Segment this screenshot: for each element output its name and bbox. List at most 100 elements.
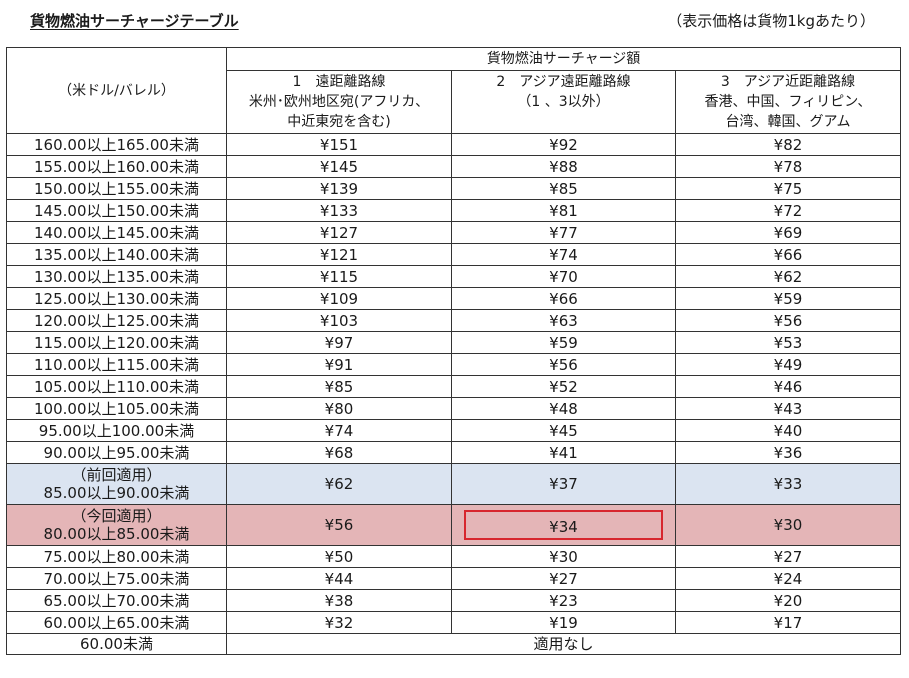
surcharge-cell-route-1: ¥50	[226, 545, 452, 568]
surcharge-cell-route-2: ¥27	[451, 567, 676, 590]
price-range-cell: 110.00以上115.00未満	[6, 353, 227, 376]
surcharge-table: （米ドル/バレル） 貨物燃油サーチャージ額 1 遠距離路線 米州･欧州地区宛(ア…	[6, 47, 901, 655]
table-row: 150.00以上155.00未満 ¥139 ¥85 ¥75	[6, 177, 901, 200]
price-range-text: 85.00以上90.00未満	[43, 484, 190, 502]
price-range-cell: 120.00以上125.00未満	[6, 309, 227, 332]
price-range-cell: （今回適用） 80.00以上85.00未満	[6, 504, 227, 546]
surcharge-cell-route-2: ¥19	[451, 611, 676, 634]
price-range-cell: 105.00以上110.00未満	[6, 375, 227, 398]
route-2-line-2: （1 、3以外）	[517, 94, 610, 110]
highlighted-value-box: ¥34	[464, 510, 663, 540]
surcharge-cell-route-3: ¥30	[675, 504, 901, 546]
surcharge-cell-route-2: ¥34	[451, 504, 676, 546]
price-range-cell: 140.00以上145.00未満	[6, 221, 227, 244]
surcharge-cell-route-3: ¥69	[675, 221, 901, 244]
table-row-previous: （前回適用） 85.00以上90.00未満 ¥62 ¥37 ¥33	[6, 463, 901, 505]
route-2-line-1: 2 アジア遠距離路線	[496, 74, 631, 90]
table-row: 60.00以上65.00未満 ¥32 ¥19 ¥17	[6, 611, 901, 634]
surcharge-cell-route-3: ¥56	[675, 309, 901, 332]
surcharge-cell-route-3: ¥53	[675, 331, 901, 354]
status-tag: （前回適用）	[71, 466, 162, 484]
surcharge-cell-route-3: ¥17	[675, 611, 901, 634]
price-range-cell: 70.00以上75.00未満	[6, 567, 227, 590]
route-1-line-1: 1 遠距離路線	[292, 74, 386, 90]
table-row: 110.00以上115.00未満 ¥91 ¥56 ¥49	[6, 353, 901, 376]
surcharge-cell-route-2: ¥81	[451, 199, 676, 222]
surcharge-cell-route-1: ¥74	[226, 419, 452, 442]
price-range-cell: 130.00以上135.00未満	[6, 265, 227, 288]
table-row: 160.00以上165.00未満 ¥151 ¥92 ¥82	[6, 133, 901, 156]
table-row: 135.00以上140.00未満 ¥121 ¥74 ¥66	[6, 243, 901, 266]
page-title: 貨物燃油サーチャージテーブル	[30, 12, 239, 30]
surcharge-cell-route-1: ¥38	[226, 589, 452, 612]
surcharge-cell-route-1: ¥121	[226, 243, 452, 266]
table-row: 65.00以上70.00未満 ¥38 ¥23 ¥20	[6, 589, 901, 612]
price-range-cell: 90.00以上95.00未満	[6, 441, 227, 464]
price-column-header: （米ドル/バレル）	[6, 47, 227, 134]
price-range-cell: 150.00以上155.00未満	[6, 177, 227, 200]
surcharge-cell-route-1: ¥133	[226, 199, 452, 222]
surcharge-cell-route-3: ¥27	[675, 545, 901, 568]
surcharge-cell-route-2: ¥48	[451, 397, 676, 420]
surcharge-cell-route-3: ¥49	[675, 353, 901, 376]
price-range-cell: 60.00以上65.00未満	[6, 611, 227, 634]
surcharge-cell-route-3: ¥66	[675, 243, 901, 266]
table-row: 145.00以上150.00未満 ¥133 ¥81 ¥72	[6, 199, 901, 222]
price-range-cell: 65.00以上70.00未満	[6, 589, 227, 612]
price-range-cell: 145.00以上150.00未満	[6, 199, 227, 222]
route-2-header: 2 アジア遠距離路線 （1 、3以外）	[451, 70, 676, 134]
surcharge-cell-route-3: ¥75	[675, 177, 901, 200]
surcharge-cell-route-2: ¥70	[451, 265, 676, 288]
surcharge-cell-route-2: ¥56	[451, 353, 676, 376]
surcharge-cell-route-1: ¥56	[226, 504, 452, 546]
surcharge-cell-route-1: ¥85	[226, 375, 452, 398]
surcharge-cell-route-3: ¥72	[675, 199, 901, 222]
surcharge-cell-route-3: ¥20	[675, 589, 901, 612]
surcharge-cell-route-1: ¥103	[226, 309, 452, 332]
table-row: 90.00以上95.00未満 ¥68 ¥41 ¥36	[6, 441, 901, 464]
surcharge-cell-route-2: ¥88	[451, 155, 676, 178]
surcharge-cell-route-2: ¥66	[451, 287, 676, 310]
surcharge-cell-route-1: ¥68	[226, 441, 452, 464]
price-range-cell: 135.00以上140.00未満	[6, 243, 227, 266]
surcharge-cell-route-2: ¥74	[451, 243, 676, 266]
price-range-cell: 155.00以上160.00未満	[6, 155, 227, 178]
surcharge-cell-route-3: ¥40	[675, 419, 901, 442]
surcharge-cell-route-2: ¥41	[451, 441, 676, 464]
surcharge-cell-route-2: ¥23	[451, 589, 676, 612]
table-row: 125.00以上130.00未満 ¥109 ¥66 ¥59	[6, 287, 901, 310]
surcharge-cell-route-1: ¥145	[226, 155, 452, 178]
surcharge-cell-route-1: ¥62	[226, 463, 452, 505]
surcharge-cell-route-2: ¥59	[451, 331, 676, 354]
surcharge-cell-route-3: ¥78	[675, 155, 901, 178]
table-row-current: （今回適用） 80.00以上85.00未満 ¥56 ¥34 ¥30	[6, 504, 901, 546]
price-range-cell: 125.00以上130.00未満	[6, 287, 227, 310]
table-row: 70.00以上75.00未満 ¥44 ¥27 ¥24	[6, 567, 901, 590]
surcharge-cell-route-2: ¥77	[451, 221, 676, 244]
route-3-header: 3 アジア近距離路線 香港、中国、フィリピン、 台湾、韓国、グアム	[675, 70, 901, 134]
surcharge-cell-route-2: ¥52	[451, 375, 676, 398]
surcharge-cell-route-2: ¥92	[451, 133, 676, 156]
surcharge-cell-route-3: ¥43	[675, 397, 901, 420]
route-3-line-2: 香港、中国、フィリピン、	[704, 94, 872, 110]
not-applicable-cell: 適用なし	[226, 633, 901, 655]
surcharge-cell-route-1: ¥151	[226, 133, 452, 156]
surcharge-cell-route-1: ¥139	[226, 177, 452, 200]
table-row: 120.00以上125.00未満 ¥103 ¥63 ¥56	[6, 309, 901, 332]
table-row: 140.00以上145.00未満 ¥127 ¥77 ¥69	[6, 221, 901, 244]
surcharge-cell-route-2: ¥37	[451, 463, 676, 505]
status-tag: （今回適用）	[71, 507, 162, 525]
price-range-cell: 60.00未満	[6, 633, 227, 655]
surcharge-cell-route-1: ¥97	[226, 331, 452, 354]
surcharge-cell-route-2: ¥85	[451, 177, 676, 200]
surcharge-cell-route-3: ¥46	[675, 375, 901, 398]
price-range-cell: （前回適用） 85.00以上90.00未満	[6, 463, 227, 505]
price-range-cell: 75.00以上80.00未満	[6, 545, 227, 568]
surcharge-cell-route-2: ¥45	[451, 419, 676, 442]
price-range-text: 80.00以上85.00未満	[43, 525, 190, 543]
surcharge-cell-route-3: ¥36	[675, 441, 901, 464]
surcharge-cell-route-1: ¥115	[226, 265, 452, 288]
surcharge-group-header: 貨物燃油サーチャージ額	[226, 47, 901, 71]
price-range-cell: 100.00以上105.00未満	[6, 397, 227, 420]
price-range-cell: 160.00以上165.00未満	[6, 133, 227, 156]
